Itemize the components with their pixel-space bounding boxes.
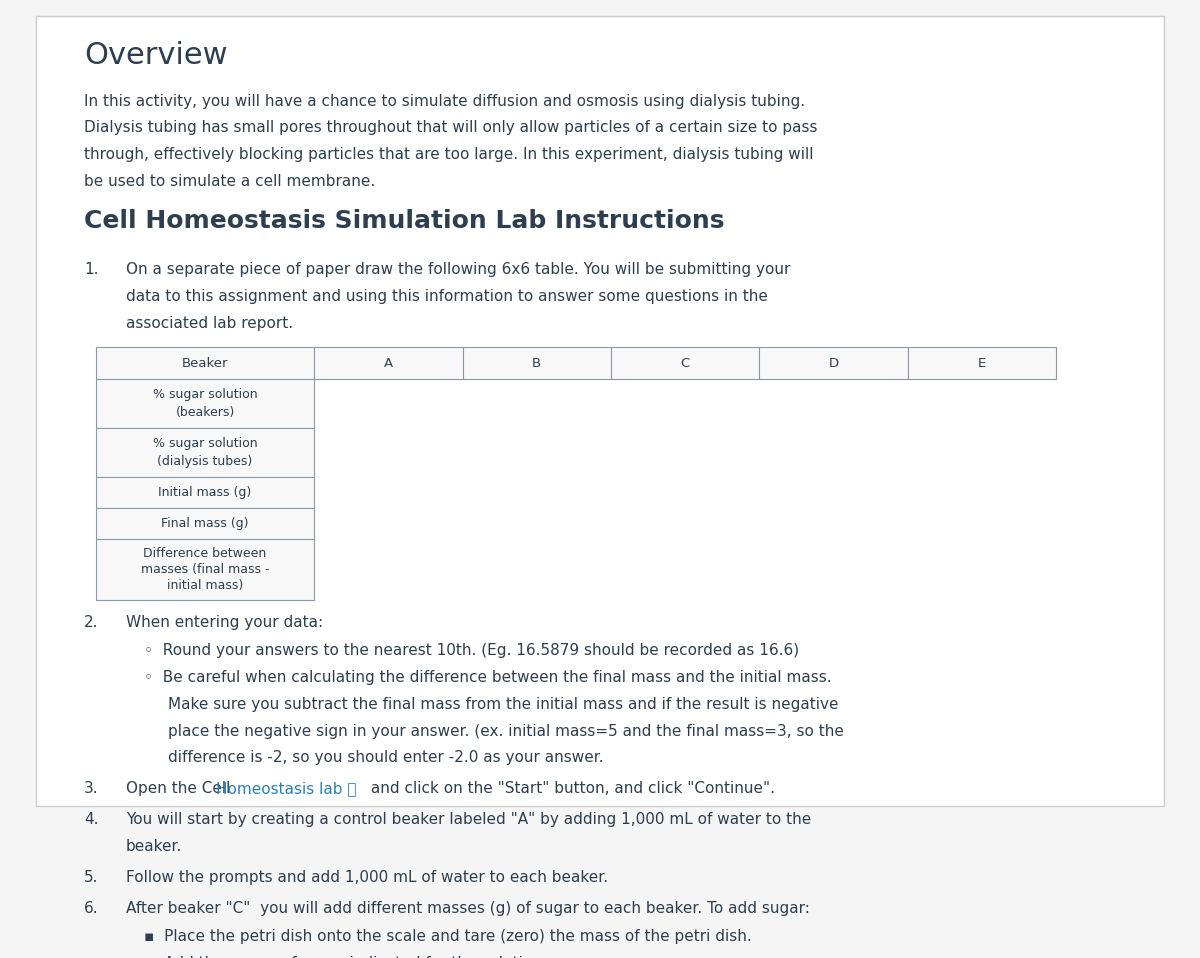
Text: be used to simulate a cell membrane.: be used to simulate a cell membrane. bbox=[84, 174, 376, 189]
Bar bbox=[96, 347, 314, 379]
Bar bbox=[96, 428, 314, 477]
Text: A: A bbox=[384, 356, 392, 370]
Text: difference is -2, so you should enter -2.0 as your answer.: difference is -2, so you should enter -2… bbox=[168, 750, 604, 765]
Text: E: E bbox=[978, 356, 986, 370]
Text: 2.: 2. bbox=[84, 614, 98, 629]
Text: Initial mass (g): Initial mass (g) bbox=[158, 486, 252, 499]
Text: associated lab report.: associated lab report. bbox=[126, 316, 293, 331]
Text: When entering your data:: When entering your data: bbox=[126, 614, 323, 629]
Bar bbox=[96, 538, 314, 600]
Text: data to this assignment and using this information to answer some questions in t: data to this assignment and using this i… bbox=[126, 289, 768, 304]
Text: In this activity, you will have a chance to simulate diffusion and osmosis using: In this activity, you will have a chance… bbox=[84, 94, 805, 108]
Text: ▪  Add the grams of sugar indicated for the solution.: ▪ Add the grams of sugar indicated for t… bbox=[144, 956, 547, 958]
Bar bbox=[96, 347, 1056, 379]
Text: through, effectively blocking particles that are too large. In this experiment, : through, effectively blocking particles … bbox=[84, 148, 814, 162]
Text: 4.: 4. bbox=[84, 812, 98, 828]
Text: After beaker "C"  you will add different masses (g) of sugar to each beaker. To : After beaker "C" you will add different … bbox=[126, 901, 810, 916]
Bar bbox=[314, 347, 462, 379]
Text: 6.: 6. bbox=[84, 901, 98, 916]
Bar bbox=[760, 347, 907, 379]
Text: Make sure you subtract the final mass from the initial mass and if the result is: Make sure you subtract the final mass fr… bbox=[168, 696, 839, 712]
Bar bbox=[96, 508, 314, 538]
Text: Open the Cell: Open the Cell bbox=[126, 782, 235, 796]
Bar bbox=[96, 379, 314, 428]
Text: Difference between: Difference between bbox=[144, 547, 266, 560]
Text: ◦  Round your answers to the nearest 10th. (Eg. 16.5879 should be recorded as 16: ◦ Round your answers to the nearest 10th… bbox=[144, 643, 799, 658]
Bar bbox=[907, 347, 1056, 379]
Text: % sugar solution: % sugar solution bbox=[152, 388, 258, 401]
Text: masses (final mass -: masses (final mass - bbox=[140, 563, 269, 576]
Bar bbox=[96, 477, 314, 508]
Text: 5.: 5. bbox=[84, 870, 98, 885]
Text: Homeostasis lab ⧉: Homeostasis lab ⧉ bbox=[216, 782, 356, 796]
Text: Final mass (g): Final mass (g) bbox=[161, 517, 248, 530]
Text: % sugar solution: % sugar solution bbox=[152, 437, 258, 450]
Text: (dialysis tubes): (dialysis tubes) bbox=[157, 455, 253, 468]
Text: B: B bbox=[532, 356, 541, 370]
Text: D: D bbox=[828, 356, 839, 370]
Text: (beakers): (beakers) bbox=[175, 406, 235, 419]
Text: Dialysis tubing has small pores throughout that will only allow particles of a c: Dialysis tubing has small pores througho… bbox=[84, 121, 817, 135]
Bar bbox=[462, 347, 611, 379]
Text: On a separate piece of paper draw the following 6x6 table. You will be submittin: On a separate piece of paper draw the fo… bbox=[126, 262, 791, 277]
Text: Cell Homeostasis Simulation Lab Instructions: Cell Homeostasis Simulation Lab Instruct… bbox=[84, 209, 725, 233]
Text: ◦  Be careful when calculating the difference between the final mass and the ini: ◦ Be careful when calculating the differ… bbox=[144, 670, 832, 685]
FancyBboxPatch shape bbox=[36, 16, 1164, 806]
Text: 1.: 1. bbox=[84, 262, 98, 277]
Text: You will start by creating a control beaker labeled "A" by adding 1,000 mL of wa: You will start by creating a control bea… bbox=[126, 812, 811, 828]
Text: place the negative sign in your answer. (ex. initial mass=5 and the final mass=3: place the negative sign in your answer. … bbox=[168, 723, 844, 739]
Text: initial mass): initial mass) bbox=[167, 579, 244, 591]
Text: Follow the prompts and add 1,000 mL of water to each beaker.: Follow the prompts and add 1,000 mL of w… bbox=[126, 870, 608, 885]
Text: Overview: Overview bbox=[84, 40, 228, 70]
Text: beaker.: beaker. bbox=[126, 839, 182, 855]
Text: C: C bbox=[680, 356, 690, 370]
Text: Beaker: Beaker bbox=[182, 356, 228, 370]
Bar bbox=[611, 347, 760, 379]
Text: 3.: 3. bbox=[84, 782, 98, 796]
Text: ▪  Place the petri dish onto the scale and tare (zero) the mass of the petri dis: ▪ Place the petri dish onto the scale an… bbox=[144, 929, 751, 945]
Text: and click on the "Start" button, and click "Continue".: and click on the "Start" button, and cli… bbox=[366, 782, 775, 796]
